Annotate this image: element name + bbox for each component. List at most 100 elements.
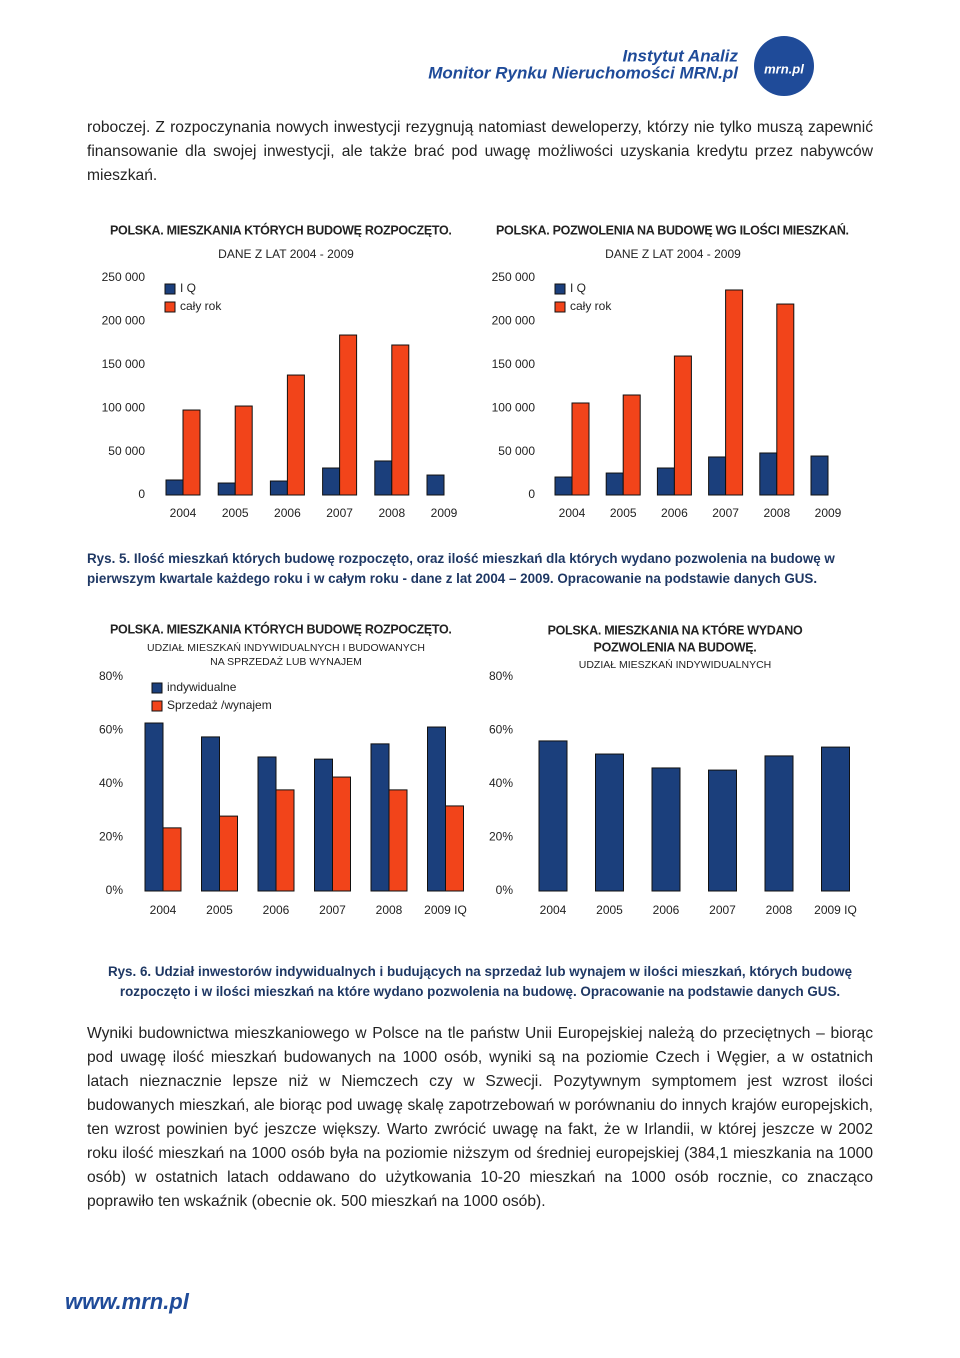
chart-title: POLSKA. MIESZKANIA KTÓRYCH BUDOWĘ ROZPOC…: [110, 222, 452, 237]
x-tick-label: 2008: [376, 903, 403, 917]
bar: [234, 405, 253, 496]
logo: [754, 36, 814, 96]
bar: [257, 756, 277, 892]
bar: [162, 827, 182, 892]
bar: [370, 743, 390, 892]
caption: Rys. 5. Ilość mieszkań których budowę ro…: [87, 551, 835, 586]
y-tick-label: 150 000: [102, 357, 146, 371]
bar: [388, 789, 408, 892]
bar: [656, 467, 675, 496]
x-tick-label: 2005: [596, 903, 623, 917]
bar: [725, 289, 744, 496]
y-tick-label: 0%: [496, 883, 514, 897]
y-tick-label: 40%: [489, 776, 513, 790]
x-tick-label: 2005: [206, 903, 233, 917]
bar: [673, 355, 692, 496]
institute: Instytut Analiz: [622, 46, 738, 65]
bar: [708, 769, 737, 892]
bar: [314, 758, 333, 892]
bar: [322, 467, 341, 496]
y-tick-label: 40%: [99, 776, 123, 790]
x-tick-label: 2007: [319, 903, 346, 917]
chart-subtitle: DANE Z LAT 2004 - 2009: [605, 247, 741, 261]
bar: [374, 460, 393, 496]
x-tick-label: 2009: [815, 506, 842, 520]
legend-swatch: [554, 301, 566, 313]
x-tick-label: 2004: [559, 506, 586, 520]
bar: [651, 767, 681, 892]
bar: [538, 740, 568, 892]
legend-label: I Q: [570, 281, 586, 295]
x-tick-label: 2007: [712, 506, 739, 520]
chart-subtitle: UDZIAŁ MIESZKAŃ INDYWIDUALNYCH: [579, 658, 772, 671]
chart-title: POZWOLENIA NA BUDOWĘ.: [594, 640, 757, 654]
bar: [201, 736, 220, 892]
bar: [391, 344, 410, 496]
legend-swatch: [151, 700, 163, 712]
caption: Rys. 6. Udział inwestorów indywidualnych…: [107, 964, 853, 999]
x-tick-label: 2008: [378, 506, 405, 520]
chart-title: POLSKA. MIESZKANIA NA KTÓRE WYDANO: [548, 622, 803, 637]
bar: [708, 456, 727, 496]
y-tick-label: 0%: [106, 883, 124, 897]
legend-swatch: [164, 301, 176, 313]
bar: [810, 455, 829, 496]
paragraph: roboczej. Z rozpoczynania nowych inwesty…: [87, 119, 873, 184]
legend-label: indywidualne: [167, 680, 237, 694]
bar: [445, 805, 464, 892]
bar: [622, 394, 641, 496]
bar: [605, 472, 624, 496]
y-tick-label: 0: [528, 487, 535, 501]
chart-title: POLSKA. MIESZKANIA KTÓRYCH BUDOWĘ ROZPOC…: [110, 621, 452, 636]
y-tick-label: 0: [138, 487, 145, 501]
legend-label: cały rok: [180, 299, 222, 313]
footer: www.mrn.pl: [65, 1289, 190, 1314]
y-tick-label: 20%: [489, 830, 513, 844]
y-tick-label: 80%: [489, 669, 513, 683]
x-tick-label: 2009 IQ: [424, 903, 467, 917]
bar: [269, 480, 288, 496]
chart-subtitle: NA SPRZEDAŻ LUB WYNAJEM: [210, 655, 362, 668]
x-tick-label: 2009 IQ: [814, 903, 857, 917]
bar: [759, 452, 778, 496]
x-tick-label: 2004: [540, 903, 567, 917]
x-tick-label: 2006: [661, 506, 688, 520]
chart-subtitle: UDZIAŁ MIESZKAŃ INDYWIDUALNYCH I BUDOWAN…: [147, 641, 425, 654]
bar: [764, 755, 794, 892]
bar: [219, 815, 238, 892]
bar: [275, 789, 295, 892]
y-tick-label: 60%: [99, 723, 123, 737]
bar: [165, 479, 184, 496]
x-tick-label: 2008: [763, 506, 790, 520]
legend-label: I Q: [180, 281, 196, 295]
y-tick-label: 200 000: [102, 314, 146, 328]
legend-swatch: [554, 283, 566, 295]
y-tick-label: 60%: [489, 723, 513, 737]
y-tick-label: 100 000: [492, 400, 536, 414]
bar: [821, 746, 850, 892]
y-tick-label: 200 000: [492, 314, 536, 328]
bar: [554, 476, 573, 496]
y-tick-label: 50 000: [498, 444, 535, 458]
bar: [776, 303, 795, 496]
x-tick-label: 2006: [263, 903, 290, 917]
bar: [427, 726, 446, 892]
x-tick-label: 2004: [170, 506, 197, 520]
bar: [182, 409, 201, 496]
legend-swatch: [164, 283, 176, 295]
paragraph: Wyniki budownictwa mieszkaniowego w Pols…: [87, 1025, 873, 1210]
y-tick-label: 150 000: [492, 357, 536, 371]
bar: [144, 722, 164, 892]
bar: [426, 474, 445, 496]
bar: [286, 374, 305, 496]
legend-label: cały rok: [570, 299, 612, 313]
y-tick-label: 250 000: [102, 270, 146, 284]
x-tick-label: 2006: [274, 506, 301, 520]
x-tick-label: 2005: [222, 506, 249, 520]
logo-text: mrn.pl: [764, 61, 804, 76]
legend-swatch: [151, 682, 163, 694]
x-tick-label: 2005: [610, 506, 637, 520]
brand: Monitor Rynku Nieruchomości MRN.pl: [428, 63, 739, 82]
